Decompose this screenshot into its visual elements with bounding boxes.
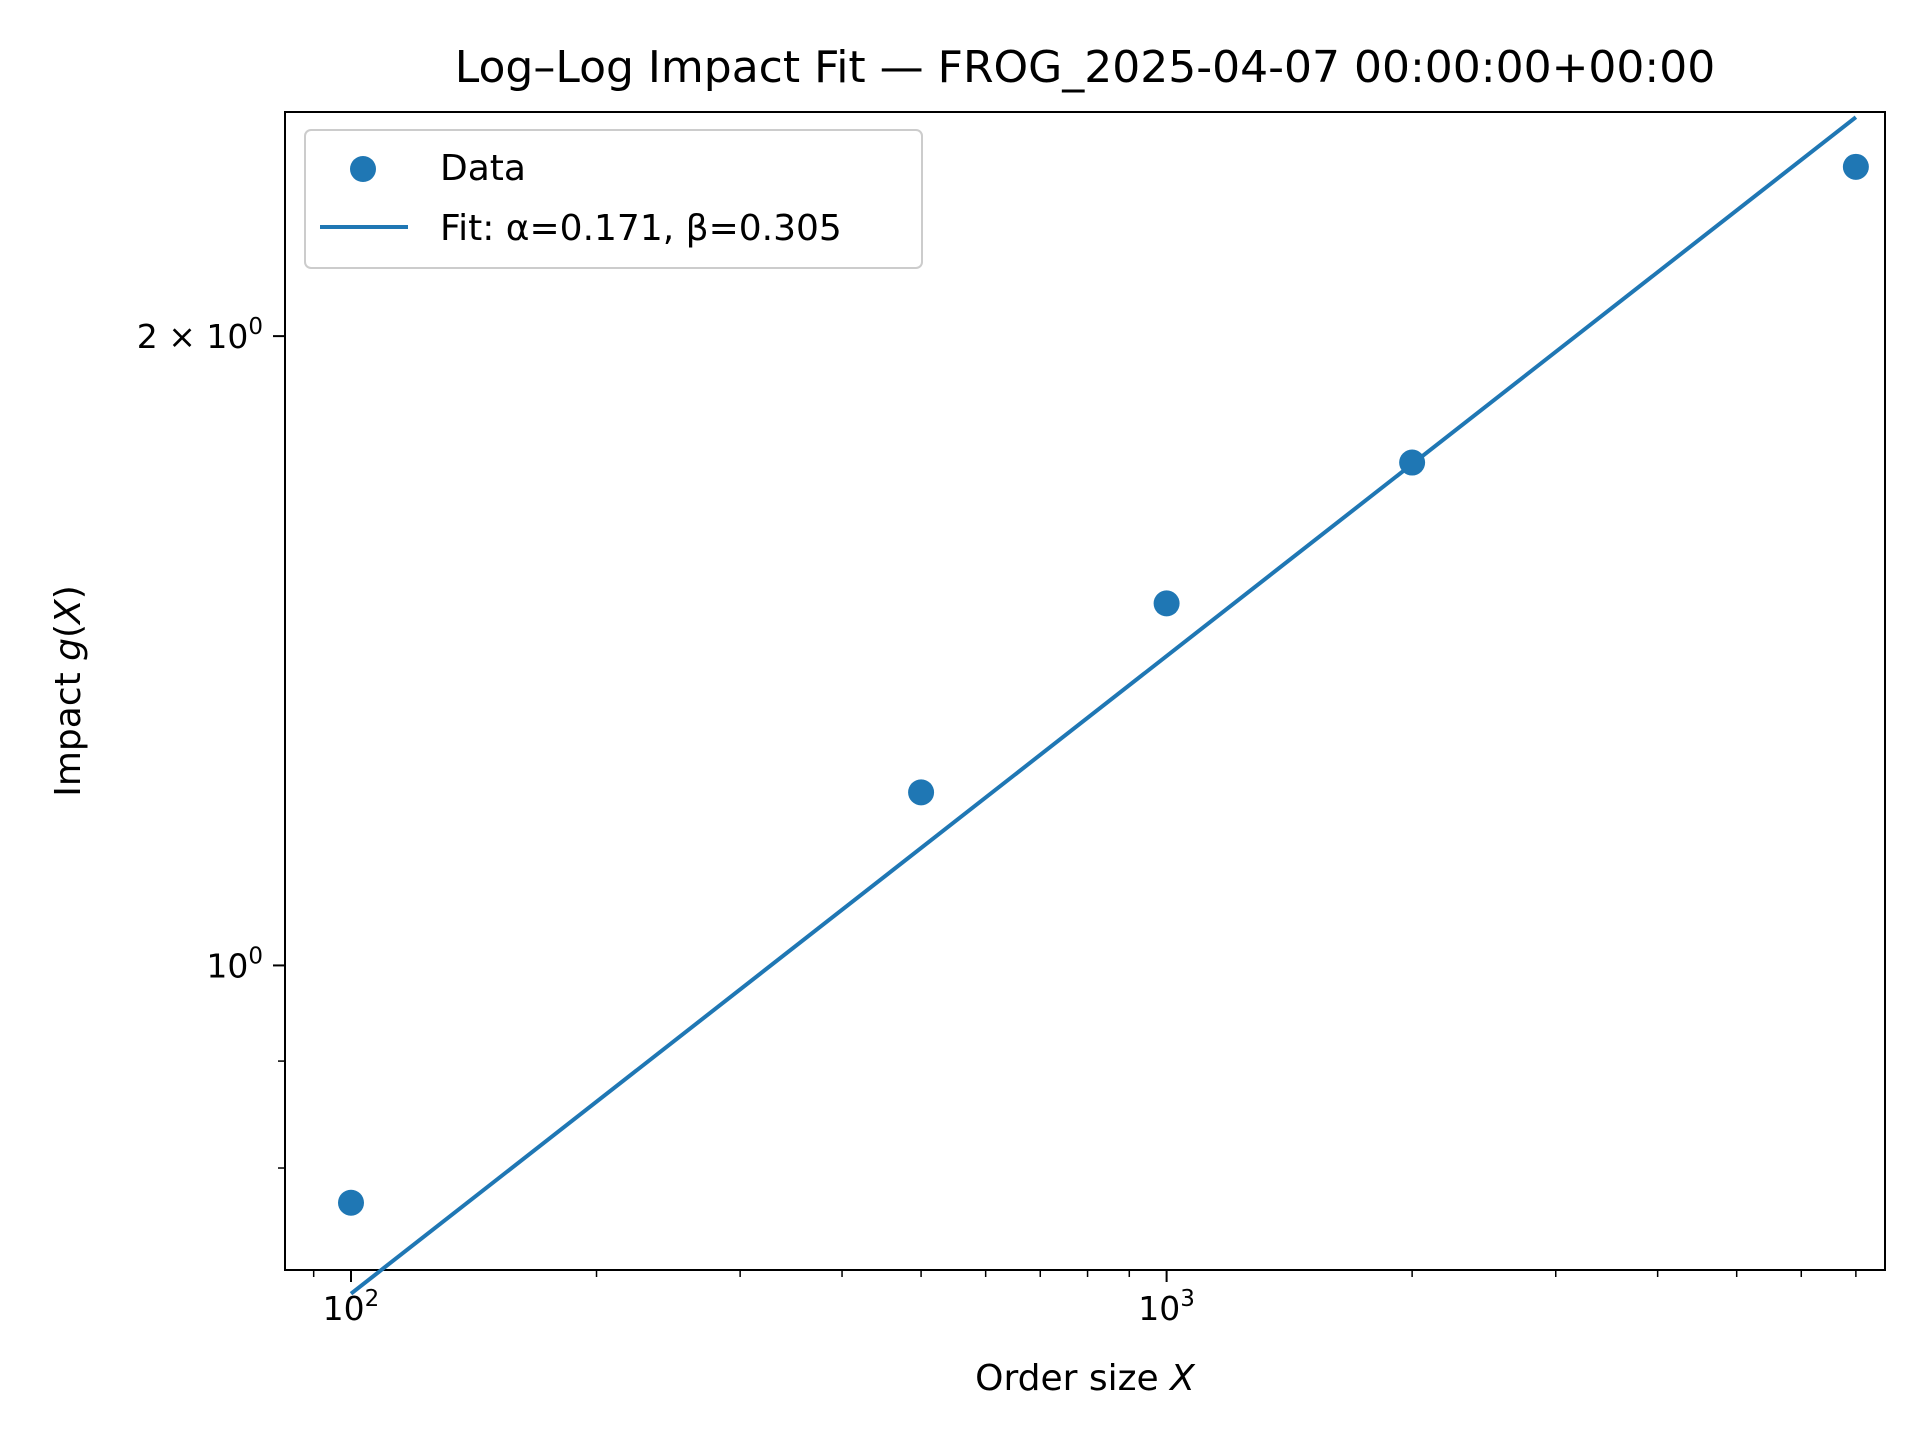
plot-area <box>284 111 1886 1271</box>
y-tick-label: 2 × 100 <box>137 314 263 356</box>
data-point <box>338 1189 365 1216</box>
legend: Data Fit: α=0.171, β=0.305 <box>304 129 923 269</box>
chart-marks <box>338 115 1869 1296</box>
data-point <box>1153 590 1180 617</box>
chart-title: Log–Log Impact Fit — FROG_2025-04-07 00:… <box>455 42 1715 93</box>
x-tick-label: 102 <box>323 1286 380 1328</box>
legend-label-data: Data <box>440 148 526 189</box>
x-tick-label: 103 <box>1138 1286 1195 1328</box>
fit-line <box>349 115 1858 1296</box>
x-axis-ticks: 102 103 <box>312 1270 1857 1328</box>
legend-label-fit: Fit: α=0.171, β=0.305 <box>440 208 842 249</box>
x-axis-label: Order size X <box>975 1358 1196 1399</box>
legend-frame <box>304 129 923 269</box>
data-point <box>1399 449 1426 476</box>
plot-frame <box>284 111 1886 1271</box>
legend-scatter-marker <box>350 156 376 182</box>
y-tick-label: 100 <box>206 943 263 985</box>
data-point <box>1842 153 1869 180</box>
data-point <box>908 779 935 806</box>
y-axis-ticks: 100 2 × 100 <box>137 314 285 1169</box>
y-axis-label: Impact g(X) <box>48 585 89 797</box>
